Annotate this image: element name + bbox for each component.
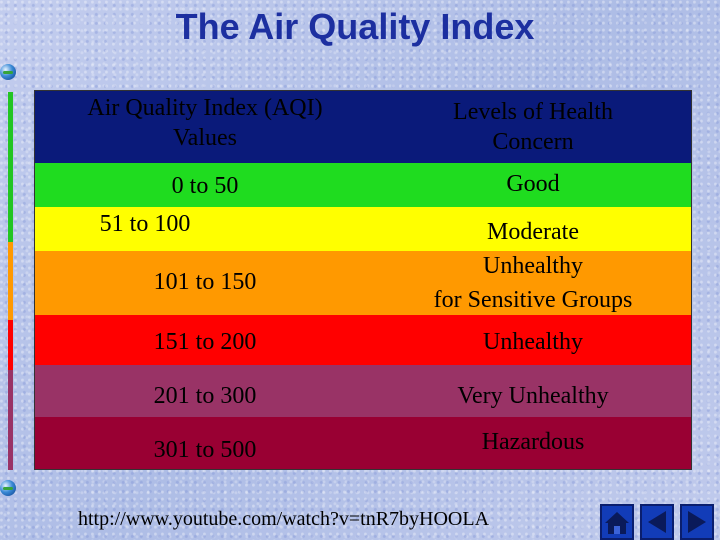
home-icon: [605, 512, 629, 534]
globe-bullet-icon: [0, 480, 16, 496]
slide-title: The Air Quality Index: [175, 6, 535, 47]
header-aqi-line1: Air Quality Index (AQI): [87, 95, 323, 121]
row-band-very-unhealthy: [35, 365, 691, 417]
header-aqi-values: Air Quality Index (AQI) Values: [35, 93, 375, 153]
header-aqi-line2: Values: [173, 125, 237, 151]
table-row-level: Unhealthy: [483, 329, 583, 355]
table-row-level: Unhealthy for Sensitive Groups: [375, 251, 691, 315]
forward-button[interactable]: [680, 504, 714, 540]
level-line1: Unhealthy: [483, 253, 583, 279]
table-row-range: 301 to 500: [153, 437, 257, 463]
table-row-level: Hazardous: [481, 429, 585, 455]
footer-link[interactable]: http://www.youtube.com/watch?v=tnR7byHOO…: [78, 508, 490, 530]
aqi-table: Air Quality Index (AQI) Values Levels of…: [34, 90, 692, 470]
row-band-unhealthy: [35, 315, 691, 365]
forward-arrow-icon: [688, 511, 706, 533]
header-health-line2: Concern: [492, 129, 574, 155]
table-header: [35, 91, 691, 163]
margin-strip-green: [8, 92, 13, 242]
table-row-range: 51 to 100: [99, 211, 191, 237]
header-health-line1: Levels of Health: [453, 99, 613, 125]
table-row-range: 151 to 200: [153, 329, 257, 355]
table-row-range: 0 to 50: [171, 173, 239, 199]
margin-strip-red: [8, 320, 13, 370]
table-row-level: Good: [506, 171, 560, 197]
table-row-level: Moderate: [487, 219, 579, 245]
level-line2: for Sensitive Groups: [433, 287, 633, 313]
row-band-moderate: [35, 207, 691, 251]
header-health-concern: Levels of Health Concern: [375, 97, 691, 157]
back-button[interactable]: [640, 504, 674, 540]
back-arrow-icon: [648, 511, 666, 533]
home-button[interactable]: [600, 504, 634, 540]
table-row-range: 101 to 150: [153, 269, 257, 295]
row-band-sensitive: [35, 251, 691, 315]
table-row-range: 201 to 300: [153, 383, 257, 409]
row-band-good: [35, 163, 691, 207]
margin-strip-orange: [8, 242, 13, 320]
table-row-level: Very Unhealthy: [457, 383, 609, 409]
row-band-hazardous: [35, 417, 691, 469]
margin-strip-purple: [8, 370, 13, 470]
globe-bullet-icon: [0, 64, 16, 80]
